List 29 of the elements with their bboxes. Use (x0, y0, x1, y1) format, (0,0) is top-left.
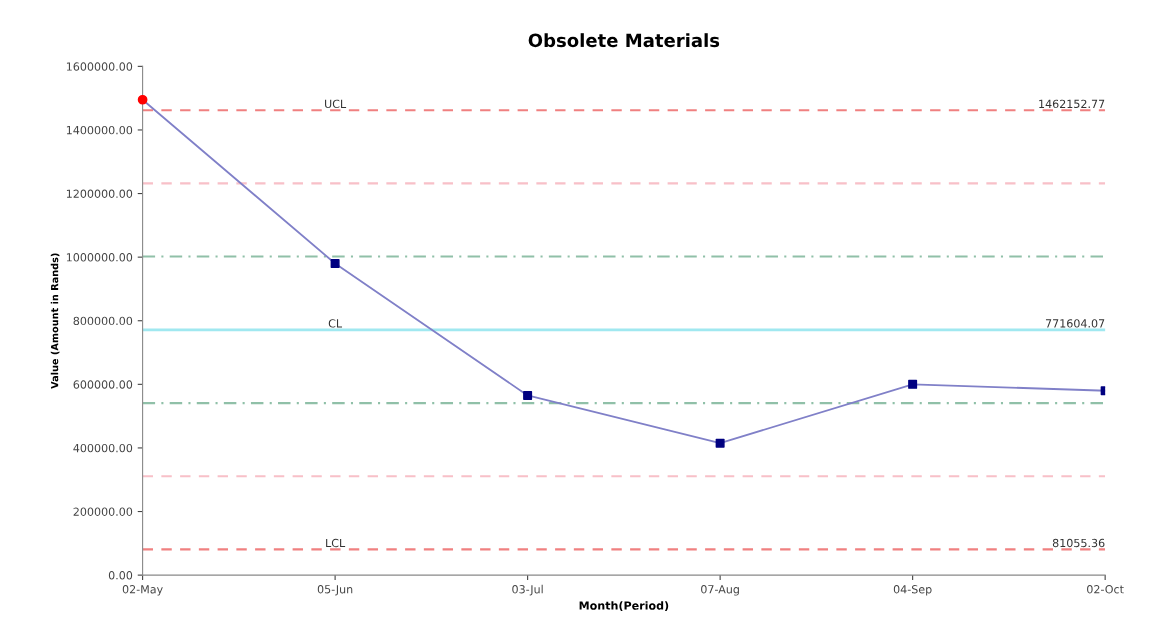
ref-line-label: CL (328, 319, 343, 328)
annotation: 1462152.77 (1039, 99, 1105, 109)
y-tick-label: 1400000.00 (66, 125, 133, 135)
y-tick-label: 800000.00 (73, 316, 133, 326)
x-tick-label: 07-Aug (701, 585, 739, 596)
x-tick-label: 04-Sep (893, 585, 932, 596)
point (715, 438, 725, 448)
y-tick-label: 1600000.00 (66, 62, 133, 71)
y-tick-label: 1000000.00 (66, 253, 133, 262)
point (330, 259, 340, 269)
x-tick-label: 02-May (122, 585, 163, 596)
point (137, 94, 148, 105)
ref-line-label: UCL (325, 99, 347, 109)
x-tick-label: 05-Jun (317, 585, 353, 596)
y-tick-label: 400000.00 (73, 443, 133, 453)
y-tick-label: 200000.00 (73, 507, 133, 516)
ref-line-label: LCL (326, 538, 346, 548)
annotation: 771604.07 (1045, 319, 1105, 328)
x-tick-label: 03-Jul (512, 584, 543, 596)
point (908, 379, 918, 389)
point (523, 390, 533, 400)
y-tick-label: 0.00 (108, 571, 133, 580)
y-axis-title: Value (Amount in Rands) (50, 253, 60, 389)
annotation: 81055.36 (1052, 538, 1105, 548)
y-tick-label: 600000.00 (73, 380, 133, 389)
x-axis-title: Month(Period) (579, 601, 669, 612)
y-tick-label: 1200000.00 (66, 189, 133, 198)
x-tick-label: 02-Oct (1087, 585, 1124, 594)
chart-title: Obsolete Materials (528, 33, 720, 48)
